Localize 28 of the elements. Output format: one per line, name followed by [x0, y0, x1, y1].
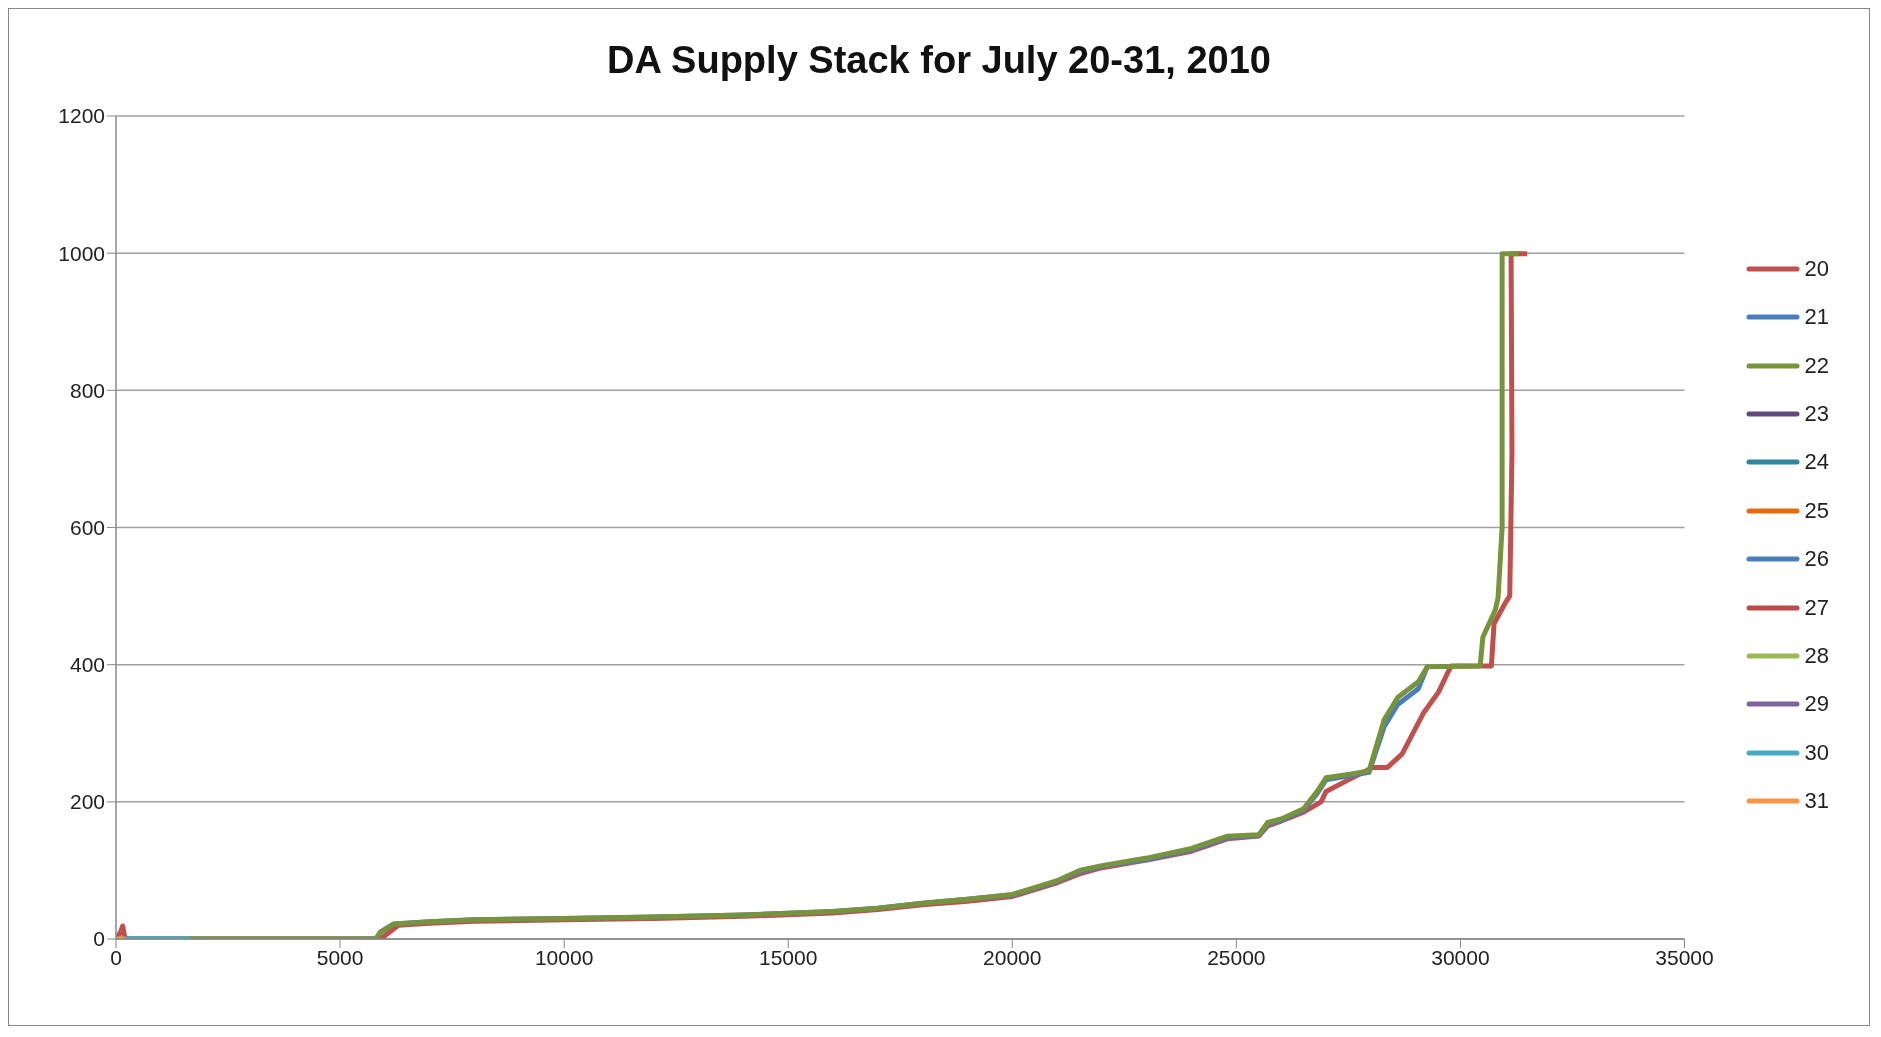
legend-label: 21: [1804, 304, 1829, 331]
legend-label: 25: [1804, 497, 1829, 524]
legend-label: 24: [1804, 449, 1829, 476]
legend-label: 31: [1804, 788, 1829, 815]
y-tick-label: 400: [69, 653, 105, 677]
y-tick-label: 0: [93, 927, 105, 951]
y-tick-label: 600: [69, 515, 105, 539]
legend-label: 26: [1804, 546, 1829, 573]
legend-label: 29: [1804, 691, 1829, 718]
x-tick-label: 0: [110, 945, 122, 969]
x-tick-label: 30000: [1431, 945, 1490, 969]
x-tick-label: 25000: [1207, 945, 1266, 969]
x-tick-label: 10000: [534, 945, 594, 969]
legend-label: 22: [1804, 352, 1829, 379]
y-tick-label: 1200: [58, 104, 105, 128]
legend-label: 27: [1804, 594, 1829, 621]
x-tick-label: 5000: [316, 945, 364, 969]
x-tick-label: 15000: [759, 945, 818, 969]
y-tick-label: 200: [69, 790, 105, 814]
legend-label: 28: [1804, 642, 1829, 669]
x-tick-label: 35000: [1655, 945, 1714, 969]
legend-label: 30: [1804, 739, 1829, 766]
y-tick-label: 800: [69, 378, 105, 402]
chart-title: DA Supply Stack for July 20-31, 2010: [606, 39, 1272, 82]
y-tick-label: 1000: [58, 241, 105, 265]
legend-label: 23: [1804, 401, 1829, 428]
legend-label: 20: [1804, 255, 1829, 282]
x-tick-label: 20000: [983, 945, 1042, 969]
